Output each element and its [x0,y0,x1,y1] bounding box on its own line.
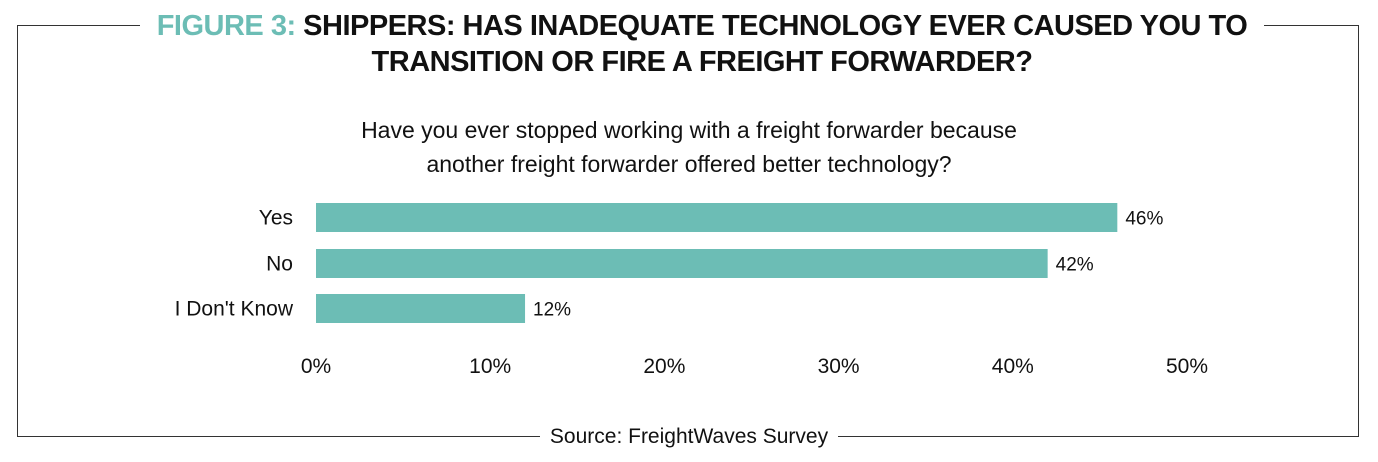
category-label: No [266,253,293,276]
value-label: 12% [533,300,571,321]
bar-no [316,249,1048,278]
bar-yes [316,203,1118,232]
chart-subtitle: Have you ever stopped working with a fre… [0,113,1378,181]
x-tick-label: 20% [643,355,685,378]
source-text: Source: FreightWaves Survey [539,425,839,448]
title-text: SHIPPERS: HAS INADEQUATE TECHNOLOGY EVER… [303,10,1248,78]
value-label: 42% [1056,255,1094,276]
source-note: Source: FreightWaves Survey [0,425,1378,449]
value-label: 46% [1125,209,1163,230]
category-label: I Don't Know [175,298,294,321]
subtitle-line-1: Have you ever stopped working with a fre… [361,117,1017,143]
bar-i-don-t-know [316,294,526,323]
x-tick-label: 10% [469,355,511,378]
x-tick-label: 40% [992,355,1034,378]
chart-title: FIGURE 3: SHIPPERS: HAS INADEQUATE TECHN… [140,8,1264,80]
subtitle-line-2: another freight forwarder offered better… [426,151,952,177]
x-tick-label: 50% [1166,355,1208,378]
figure-label: FIGURE 3: [156,10,296,42]
category-label: Yes [259,207,293,230]
x-tick-label: 30% [818,355,860,378]
x-tick-label: 0% [301,355,331,378]
